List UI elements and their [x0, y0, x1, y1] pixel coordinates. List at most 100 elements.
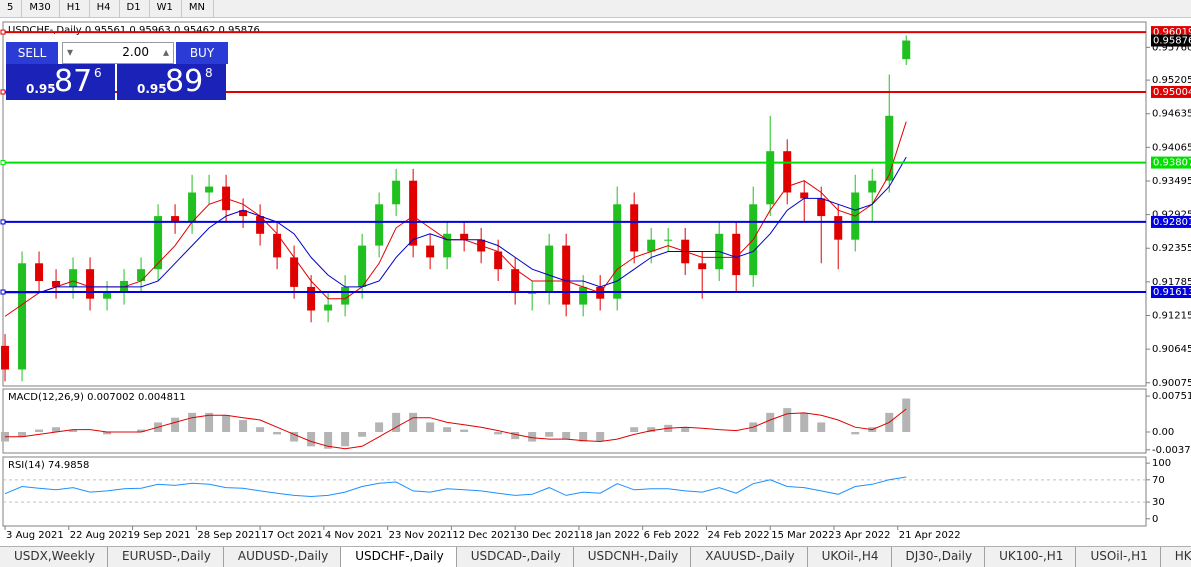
chart-tab[interactable]: XAUUSD-,Daily — [691, 547, 808, 567]
timeframe-button[interactable]: M30 — [22, 0, 60, 17]
level-handle — [0, 219, 6, 225]
x-tick-label: 23 Nov 2021 — [389, 530, 453, 541]
candle-body — [783, 151, 792, 193]
last-price-box — [1151, 34, 1191, 47]
macd-bar — [681, 427, 690, 432]
price-big: 0.95 — [137, 82, 167, 96]
timeframe-button[interactable]: MN — [182, 0, 214, 17]
x-tick-label: 3 Aug 2021 — [6, 530, 64, 541]
macd-bar — [562, 431, 571, 440]
chart-tab[interactable]: USDCAD-,Daily — [457, 547, 574, 567]
price-pips: 89 — [165, 64, 204, 99]
x-tick-label: 24 Feb 2022 — [707, 530, 769, 541]
macd-bar — [766, 412, 775, 432]
candle-body — [358, 245, 367, 287]
y-tick-label: 0.92355 — [1152, 243, 1191, 254]
y-tick-label: 0.95760 — [1152, 42, 1191, 53]
candle-body — [69, 269, 78, 287]
macd-bar — [341, 431, 350, 447]
chart-tab[interactable]: USOil-,H1 — [1076, 547, 1161, 567]
panel-title: MACD(12,26,9) 0.007002 0.004811 — [8, 392, 186, 403]
candle-body — [52, 280, 61, 287]
candle-body — [817, 198, 826, 217]
moving-average — [5, 156, 907, 294]
trade-panel: SELL ▾ 2.00 ▴ BUY 0.95 87 6 0.95 89 8 — [6, 42, 228, 100]
buy-price[interactable]: 0.95 89 8 — [117, 64, 226, 100]
x-tick-label: 15 Mar 2022 — [771, 530, 834, 541]
chart-tab[interactable]: USDCHF-,Daily — [341, 547, 457, 567]
macd-bar — [375, 422, 384, 432]
candle-body — [18, 263, 27, 370]
spin-down[interactable]: ▾ — [67, 45, 74, 59]
candle-body — [324, 304, 333, 311]
macd-bar — [392, 412, 401, 432]
candle-body — [613, 204, 622, 299]
spin-up[interactable]: ▴ — [162, 45, 169, 59]
macd-bar — [205, 412, 214, 432]
volume-input[interactable]: ▾ 2.00 ▴ — [62, 42, 174, 64]
level-box — [1151, 215, 1191, 228]
macd-bar — [188, 412, 197, 432]
candle-body — [171, 216, 180, 222]
level-label: 0.93807 — [1153, 158, 1191, 169]
candle-body — [460, 233, 469, 240]
candle-body — [409, 180, 418, 246]
macd-bar — [579, 431, 588, 442]
macd-bar — [817, 422, 826, 432]
level-handle — [0, 89, 6, 95]
timeframe-button[interactable]: H4 — [90, 0, 120, 17]
candle-body — [511, 269, 520, 293]
macd-bar — [783, 408, 792, 432]
x-tick-label: 18 Jan 2022 — [580, 530, 640, 541]
chart-tab[interactable]: UKOil-,H4 — [808, 547, 892, 567]
macd-bar — [409, 412, 418, 432]
timeframe-button[interactable]: 5 — [0, 0, 23, 17]
buy-button[interactable]: BUY — [176, 42, 228, 64]
timeframe-button[interactable]: W1 — [150, 0, 182, 17]
candle-body — [545, 245, 554, 293]
macd-bar — [52, 427, 61, 432]
candle-body — [494, 251, 503, 270]
macd-bar — [494, 431, 503, 435]
y-tick-label: 0.90075 — [1152, 378, 1191, 389]
candle-body — [1, 345, 10, 370]
chart-tab[interactable]: AUDUSD-,Daily — [224, 547, 342, 567]
candle-body — [205, 186, 214, 193]
level-label: 0.91613 — [1153, 287, 1191, 298]
level-label: 0.92801 — [1153, 217, 1191, 228]
level-handle — [0, 29, 6, 35]
sell-price[interactable]: 0.95 87 6 — [6, 64, 115, 100]
level-box — [1151, 286, 1191, 299]
timeframe-button[interactable]: H1 — [60, 0, 90, 17]
macd-bar — [256, 427, 265, 432]
chart-tab[interactable]: USDX,Weekly — [0, 547, 108, 567]
level-box — [1151, 156, 1191, 169]
candle-body — [732, 233, 741, 276]
chart-tab[interactable]: DJ30-,Daily — [892, 547, 986, 567]
y-tick-label: 0.91785 — [1152, 277, 1191, 288]
macd-bar — [171, 417, 180, 432]
macd-bar — [290, 431, 299, 442]
candle-body — [137, 269, 146, 281]
macd-bar — [273, 431, 282, 435]
macd-bar — [35, 429, 44, 432]
x-tick-label: 30 Dec 2021 — [516, 530, 580, 541]
level-handle — [0, 289, 6, 295]
candle-body — [290, 257, 299, 287]
y-tick-label: -0.00373 — [1152, 445, 1191, 456]
candle-body — [273, 233, 282, 258]
timeframe-button[interactable]: D1 — [120, 0, 150, 17]
y-tick-label: 30 — [1152, 497, 1165, 508]
y-tick-label: 100 — [1152, 458, 1171, 469]
sell-button[interactable]: SELL — [6, 42, 58, 64]
y-tick-label: 0.007514 — [1152, 391, 1191, 402]
chart-tab[interactable]: EURUSD-,Daily — [108, 547, 224, 567]
macd-bar — [528, 431, 537, 442]
chart-tab[interactable]: HK50-,H1 — [1161, 547, 1191, 567]
price-big: 0.95 — [26, 82, 56, 96]
candle-body — [834, 216, 843, 240]
macd-bar — [647, 427, 656, 432]
chart-tab[interactable]: UK100-,H1 — [985, 547, 1077, 567]
chart-tab[interactable]: USDCNH-,Daily — [574, 547, 692, 567]
